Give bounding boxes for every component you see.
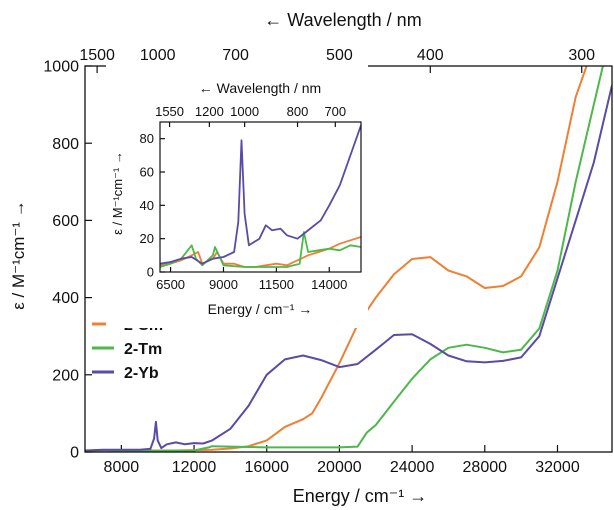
main-series-line-2-yb (85, 85, 612, 452)
main-top-tick-label: 400 (417, 47, 444, 64)
inset-x-tick-label: 11500 (259, 277, 294, 292)
legend-label-2-yb: 2-Yb (124, 365, 159, 382)
inset-series-group (160, 125, 361, 268)
main-y-axis-label: ε / M⁻¹cm⁻¹ → (9, 200, 28, 310)
main-top-tick-label: 500 (326, 47, 353, 64)
main-series-line-2-tm (85, 66, 604, 452)
main-y-tick-label: 800 (52, 136, 79, 153)
inset-y-tick-label: 40 (140, 198, 154, 213)
main-y-tick-label: 200 (52, 367, 79, 384)
main-top-tick-label: 1000 (140, 47, 176, 64)
inset-top-tick-label: 1550 (155, 104, 184, 119)
inset-x-axis-label: Energy / cm⁻¹ → (208, 301, 313, 317)
inset-top-tick-label: 1200 (195, 104, 224, 119)
main-y-tick-label: 400 (52, 290, 79, 307)
legend-item-2-tm: 2-Tm (92, 341, 162, 358)
main-top-tick-label: 700 (222, 47, 249, 64)
main-x-tick-label: 12000 (172, 459, 217, 476)
inset-y-tick-label: 0 (147, 265, 154, 280)
inset-series-line-2-tm (160, 231, 361, 268)
main-x-tick-label: 24000 (390, 459, 435, 476)
inset-y-axis-label: ε / M⁻¹cm⁻¹ → (110, 151, 125, 235)
inset-top-tick-label: 700 (324, 104, 346, 119)
inset-series-line-2-yb (160, 125, 361, 265)
inset-plot-frame (159, 121, 362, 273)
inset-background (106, 60, 368, 328)
main-x-axis-label: Energy / cm⁻¹ → (293, 486, 428, 506)
inset-series (160, 125, 361, 268)
main-x-tick-label: 16000 (244, 459, 289, 476)
inset-y-tick-label: 20 (140, 231, 154, 246)
main-y-tick-label: 1000 (43, 59, 79, 76)
main-top-tick-label: 300 (568, 47, 595, 64)
legend-label-2-tm: 2-Tm (124, 341, 162, 358)
main-x-tick-label: 28000 (463, 459, 508, 476)
inset-top-axis-label: ← Wavelength / nm (199, 80, 321, 96)
main-series (85, 66, 612, 452)
inset-x-tick-label: 9000 (209, 277, 238, 292)
main-series-group (85, 66, 612, 452)
inset-y-tick-label: 60 (140, 165, 154, 180)
main-x-tick-label: 20000 (317, 459, 362, 476)
inset-top-tick-label: 800 (287, 104, 309, 119)
main-ticks: 8000 12000 16000 20000 24000 28000 32000020040… (43, 47, 595, 476)
main-y-tick-label: 600 (52, 213, 79, 230)
inset-chart: ← Wavelength / nm Energy / cm⁻¹ → ε / M⁻… (106, 60, 368, 328)
main-y-tick-label: 0 (70, 445, 79, 462)
main-x-tick-label: 32000 (535, 459, 580, 476)
inset-top-tick-label: 1000 (230, 104, 259, 119)
main-top-tick-label: 1500 (79, 47, 115, 64)
main-x-tick-label: 8000 (104, 459, 140, 476)
inset-y-tick-label: 80 (140, 131, 154, 146)
main-top-axis-label: ← Wavelength / nm (264, 10, 421, 30)
inset-x-tick-label: 14000 (311, 277, 347, 292)
inset-x-tick-label: 6500 (156, 277, 185, 292)
legend-item-2-yb: 2-Yb (92, 365, 159, 382)
